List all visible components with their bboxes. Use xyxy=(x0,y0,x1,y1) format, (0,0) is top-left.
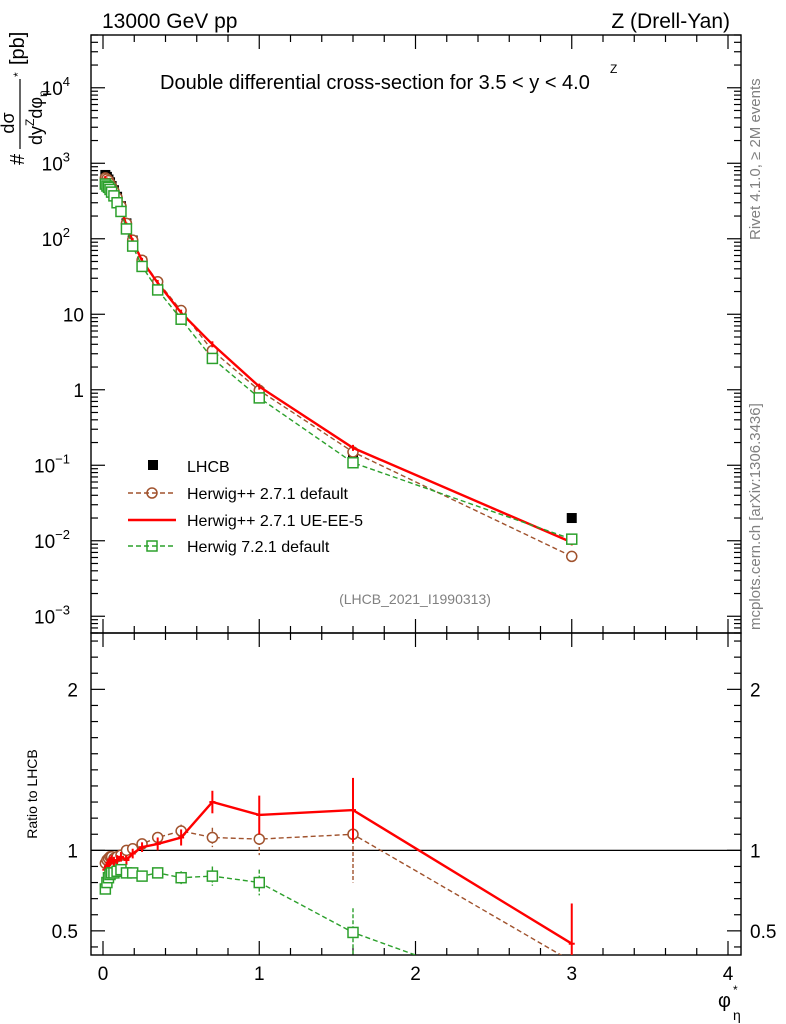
legend-label-herwigpp-default: Herwig++ 2.7.1 default xyxy=(187,486,349,503)
data-point-lhcb xyxy=(566,513,577,524)
data-point-herwig7-default xyxy=(136,260,148,273)
data-point-herwig7-default xyxy=(126,240,139,252)
ratio-point-herwig7-default xyxy=(136,870,148,882)
legend: LHCB Herwig++ 2.7.1 default Herwig++ 2.7… xyxy=(128,459,363,556)
legend-marker-herwig7-default xyxy=(146,540,158,552)
ratio-y-tick-label-right: 1 xyxy=(750,841,761,862)
data-point-herwig7-default xyxy=(347,456,359,469)
main-y-tick-label: 10−3 xyxy=(34,602,70,628)
data-point-herwig7-default xyxy=(206,352,219,365)
ratio-plot-frame xyxy=(90,632,742,956)
xlabel-sub: η xyxy=(733,1007,741,1023)
main-y-tick-base: 10 xyxy=(63,305,84,326)
legend-item-lhcb: LHCB xyxy=(148,459,230,476)
ylabel-den-dy: dy xyxy=(26,126,46,145)
main-y-tick-base: 10 xyxy=(42,230,63,251)
ylabel-den-sub: η xyxy=(36,90,50,97)
data-point-herwig7-default xyxy=(566,533,578,545)
main-y-tick-exponent: 3 xyxy=(63,149,70,164)
legend-marker-lhcb xyxy=(148,460,158,470)
ratio-point-herwig7-default xyxy=(126,867,139,879)
ylabel-hash: # xyxy=(7,153,29,165)
ratio-axes: 0 1 2 3 4 0.5 0.5 1 1 2 2 xyxy=(52,35,776,985)
main-y-tick-label: 103 xyxy=(42,149,70,175)
ratio-x-tick-label: 0 xyxy=(98,964,109,985)
ratio-y-tick-label-left: 0.5 xyxy=(52,922,78,943)
main-y-tick-exponent: −1 xyxy=(55,451,70,466)
main-y-tick-label: 104 xyxy=(42,74,70,100)
ratio-point-herwig7-default xyxy=(206,870,219,882)
plot-title-text: Double differential cross-section for 3.… xyxy=(160,72,590,94)
legend-item-herwigpp-default: Herwig++ 2.7.1 default xyxy=(128,486,349,503)
main-y-tick-label: 10−2 xyxy=(34,527,70,553)
ratio-x-tick-label: 2 xyxy=(410,964,421,985)
main-y-tick-exponent: 4 xyxy=(63,74,70,89)
legend-item-herwigpp-ueee5: Herwig++ 2.7.1 UE-EE-5 xyxy=(128,513,363,530)
legend-label-herwig7-default: Herwig 7.2.1 default xyxy=(187,539,330,556)
ratio-point-herwigpp-default xyxy=(253,833,265,845)
rivet-version-label: Rivet 4.1.0, ≥ 2M events xyxy=(747,78,764,240)
data-point-herwig7-default xyxy=(175,313,187,325)
main-y-tick-base: 10 xyxy=(42,154,63,175)
plot-title-superscript: Z xyxy=(610,62,617,76)
ylabel-denominator: dyZdφη xyxy=(23,90,50,145)
ratio-point-herwig7-default xyxy=(151,867,164,879)
main-y-tick-base: 10 xyxy=(34,607,55,628)
legend-label-lhcb: LHCB xyxy=(187,459,230,476)
legend-item-herwig7-default: Herwig 7.2.1 default xyxy=(128,539,330,556)
ratio-y-tick-label-right: 2 xyxy=(750,680,761,701)
main-y-tick-label: 10 xyxy=(63,305,84,326)
ratio-x-tick-label: 3 xyxy=(566,964,577,985)
data-point-herwig7-default xyxy=(151,284,164,296)
mcplots-label: mcplots.cern.ch [arXiv:1306.3436] xyxy=(747,403,764,630)
main-y-tick-exponent: −2 xyxy=(55,527,70,542)
data-point-herwig7-default xyxy=(115,205,127,218)
ratio-x-tick-label: 1 xyxy=(254,964,265,985)
ratio-point-herwig7-default xyxy=(253,876,265,889)
main-y-tick-base: 10 xyxy=(34,456,55,477)
xlabel-phi: φ xyxy=(718,990,731,1012)
main-y-tick-exponent: −3 xyxy=(55,602,70,617)
ylabel-unit: [pb] xyxy=(7,32,29,65)
ratio-y-tick-label-left: 2 xyxy=(67,680,78,701)
ratio-point-herwig7-default xyxy=(347,926,359,939)
ratio-y-axis-label: Ratio to LHCB xyxy=(24,749,40,838)
main-y-tick-label: 1 xyxy=(73,381,84,402)
ratio-line-herwig7-default xyxy=(104,868,418,955)
main-y-tick-base: 10 xyxy=(34,532,55,553)
ratio-y-tick-label-right: 0.5 xyxy=(750,922,776,943)
ylabel-numerator: dσ xyxy=(0,112,18,133)
ratio-point-herwig7-default xyxy=(175,871,187,884)
x-axis-label: φ * η xyxy=(718,983,741,1023)
ratio-line-herwigpp-ueee5 xyxy=(104,800,573,945)
legend-label-herwigpp-ueee5: Herwig++ 2.7.1 UE-EE-5 xyxy=(187,513,363,530)
ratio-y-tick-label-left: 1 xyxy=(67,841,78,862)
analysis-watermark: (LHCB_2021_I1990313) xyxy=(339,591,491,607)
ylabel-star: * xyxy=(11,72,25,77)
main-y-tick-exponent: 2 xyxy=(63,225,70,240)
main-y-axis-label: # dσ dyZdφη * [pb] xyxy=(0,32,50,165)
ylabel-den-tail: dφ xyxy=(26,97,46,119)
data-point-herwig7-default xyxy=(253,392,265,404)
xlabel-star: * xyxy=(733,983,738,997)
ylabel-den-sup: Z xyxy=(23,119,37,126)
data-point-herwigpp-default xyxy=(566,550,578,563)
legend-marker-herwigpp-default xyxy=(146,487,158,499)
process-label: Z (Drell-Yan) xyxy=(611,10,730,33)
ratio-point-herwigpp-default xyxy=(206,831,219,844)
main-y-tick-base: 1 xyxy=(73,381,84,402)
main-y-tick-label: 102 xyxy=(42,225,70,251)
data-point-herwig7-default xyxy=(120,223,133,235)
plot-title: Double differential cross-section for 3.… xyxy=(160,72,590,94)
main-y-tick-base: 10 xyxy=(42,79,63,100)
ratio-x-tick-label: 4 xyxy=(723,964,734,985)
main-series-group xyxy=(99,169,578,563)
energy-label: 13000 GeV pp xyxy=(102,10,237,33)
main-y-tick-label: 10−1 xyxy=(34,451,70,477)
ratio-series-group xyxy=(99,777,575,955)
